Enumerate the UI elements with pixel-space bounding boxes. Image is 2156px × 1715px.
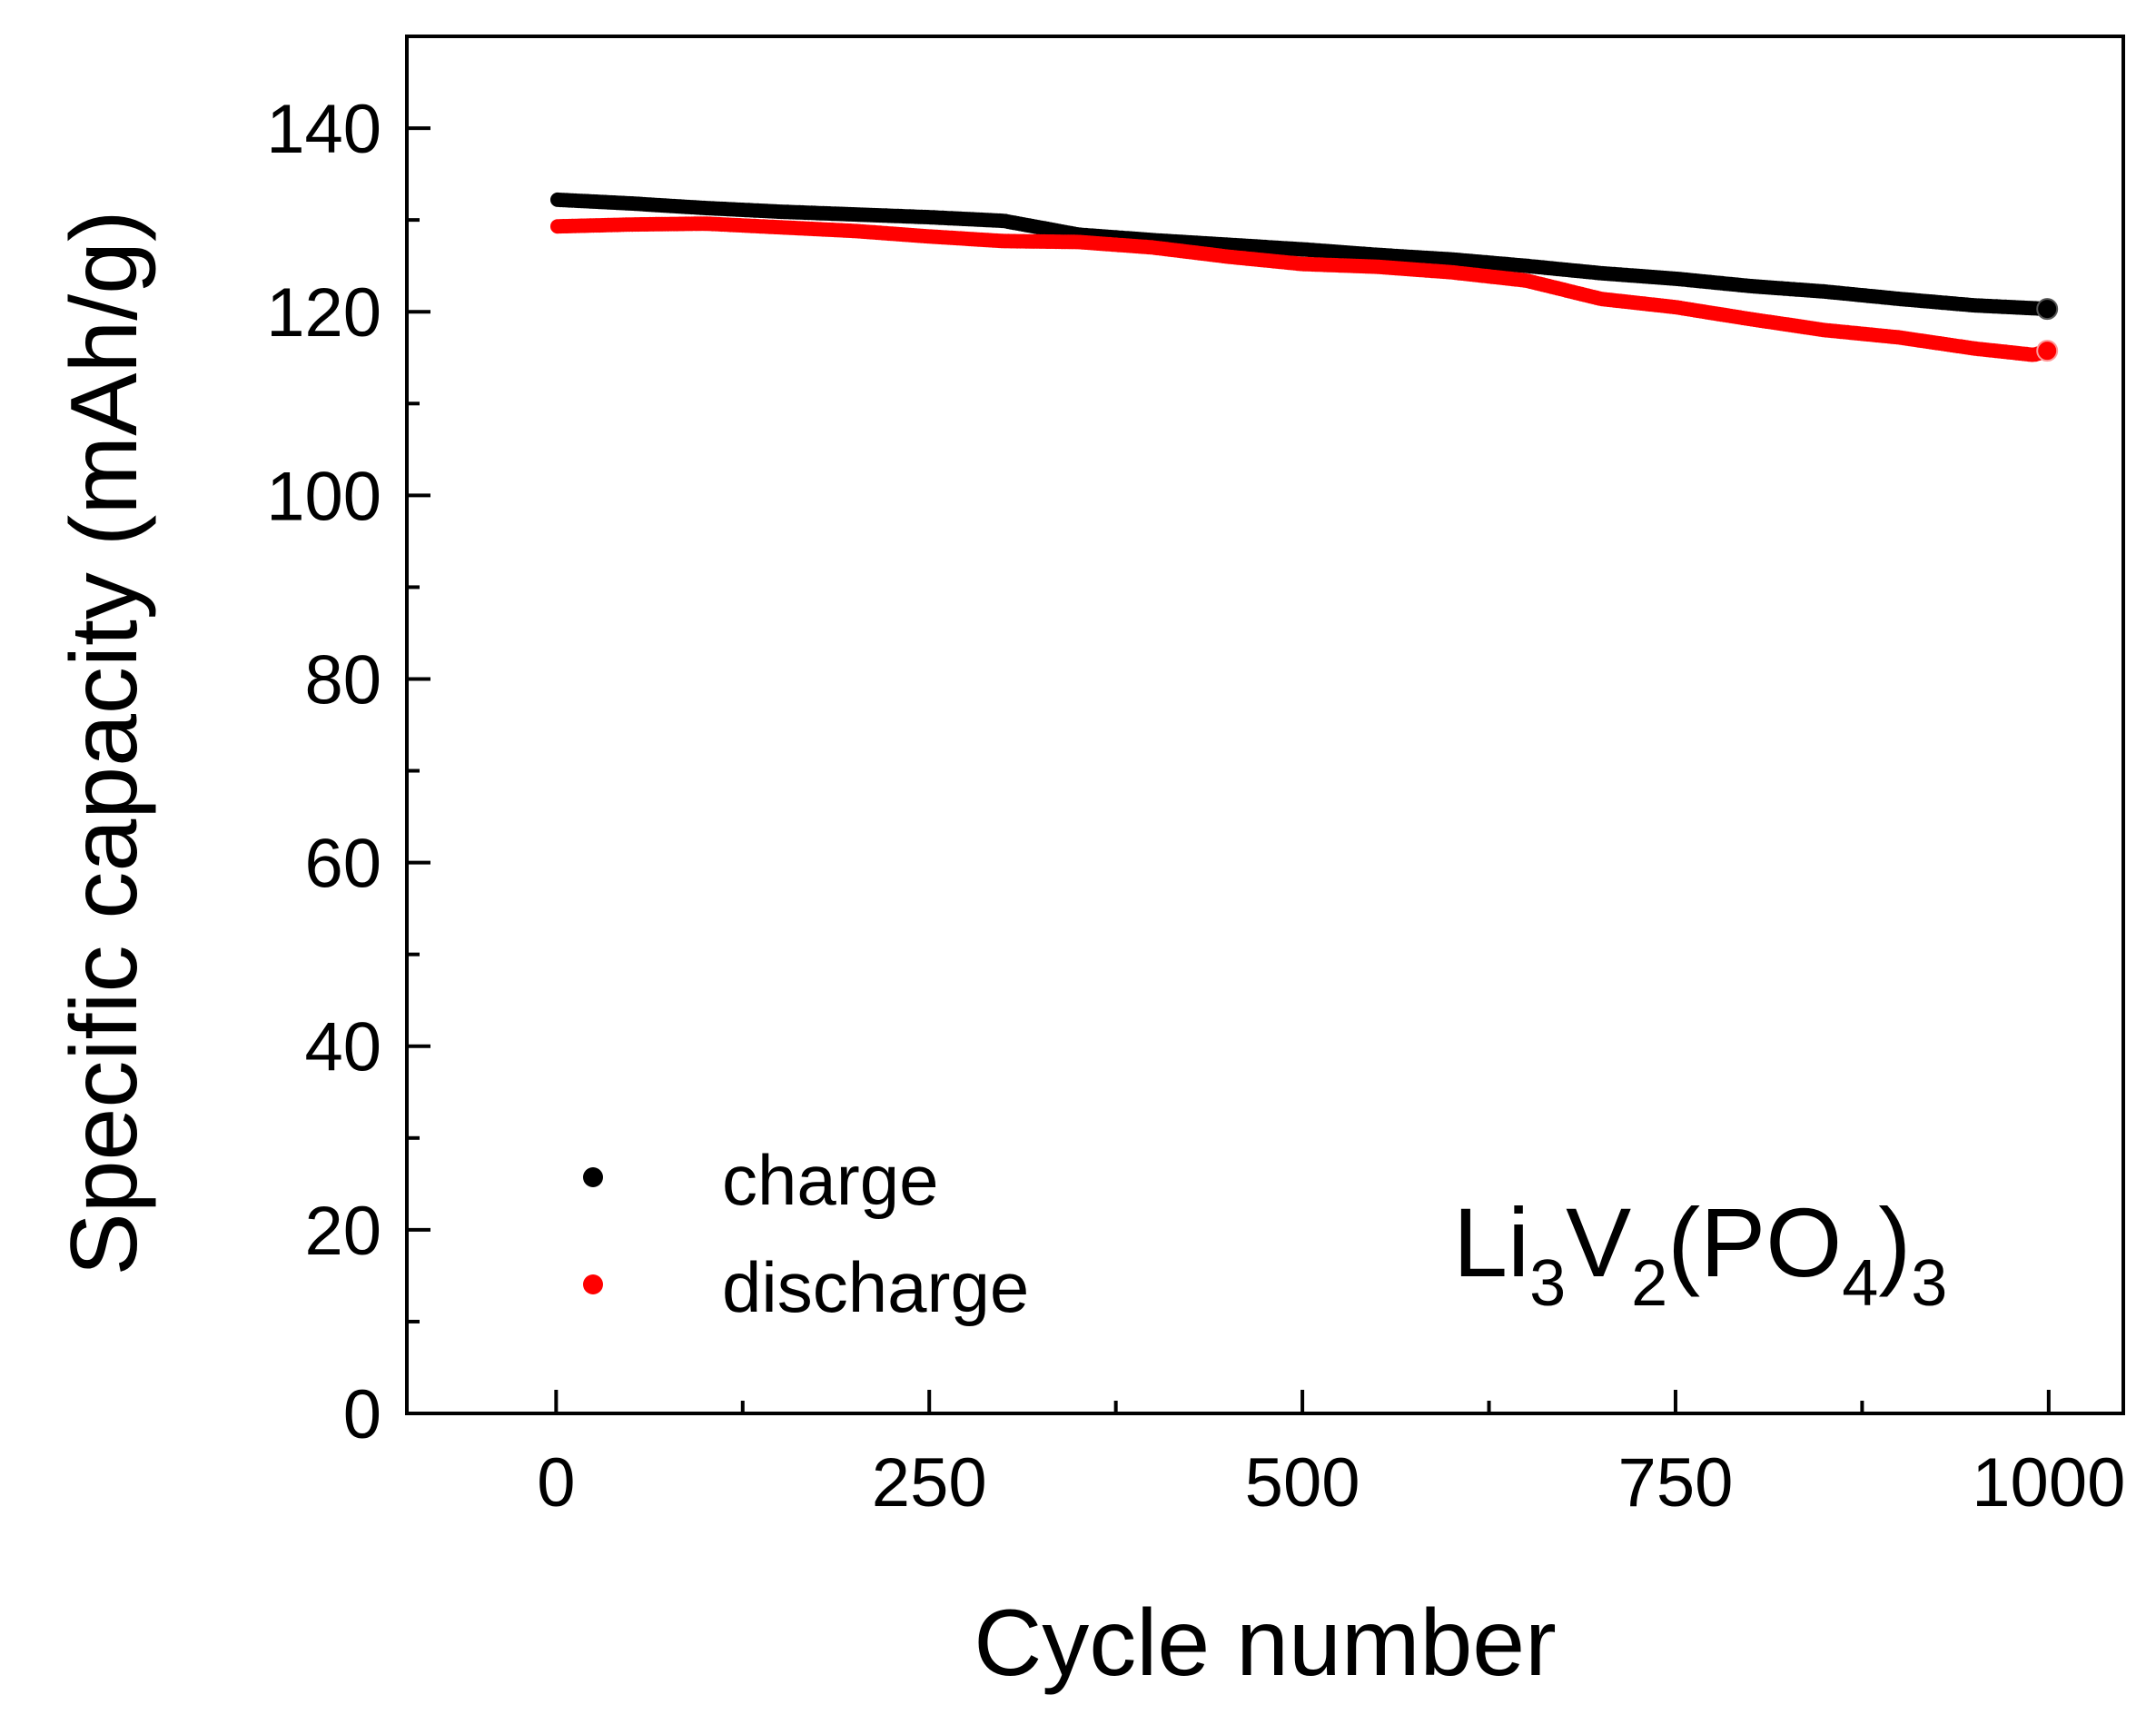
y-tick-label: 100 — [266, 458, 381, 535]
legend-item-discharge: discharge — [583, 1247, 1029, 1327]
y-tick-label: 140 — [266, 91, 381, 168]
y-minor-ticks — [407, 218, 420, 1323]
x-tick-labels: 0 250 500 750 1000 — [537, 1444, 2125, 1522]
data-point — [2036, 298, 2059, 321]
formula-text: ) — [1878, 1187, 1911, 1297]
legend-marker — [583, 1274, 603, 1294]
x-tick-label: 500 — [1245, 1444, 1360, 1522]
x-tick-label: 250 — [872, 1444, 987, 1522]
y-tick-label: 40 — [304, 1009, 381, 1086]
legend-label: charge — [722, 1140, 939, 1220]
formula-subscript: 2 — [1631, 1247, 1667, 1320]
x-tick-label: 0 — [537, 1444, 575, 1522]
legend-label: discharge — [722, 1247, 1029, 1327]
x-tick-label: 750 — [1618, 1444, 1734, 1522]
x-minor-ticks — [740, 1401, 1864, 1413]
y-tick-label: 60 — [304, 826, 381, 903]
formula-subscript: 4 — [1842, 1247, 1878, 1320]
y-tick-label: 80 — [304, 641, 381, 719]
data-point — [2036, 340, 2059, 362]
series-layer — [550, 192, 2059, 362]
y-tick-labels: 0 20 40 60 80 100 120 140 — [266, 91, 381, 1453]
y-tick-label: 0 — [343, 1376, 381, 1453]
formula-text: (PO — [1667, 1187, 1842, 1297]
formula-text: Li — [1453, 1187, 1529, 1297]
formula-text: V — [1566, 1187, 1631, 1297]
plot-frame — [405, 35, 2125, 1415]
series-charge — [550, 192, 2059, 321]
y-axis-title: Specific capacity (mAh/g) — [52, 210, 157, 1275]
formula-subscript: 3 — [1529, 1247, 1566, 1320]
legend: charge discharge — [583, 1140, 1029, 1327]
x-axis-title: Cycle number — [974, 1591, 1557, 1696]
formula-annotation: Li3V2(PO4)3 — [1453, 1187, 1947, 1320]
y-tick-label: 120 — [266, 274, 381, 352]
x-major-ticks — [554, 1390, 2051, 1413]
legend-marker — [583, 1167, 603, 1187]
formula-subscript: 3 — [1911, 1247, 1947, 1320]
legend-item-charge: charge — [583, 1140, 939, 1220]
x-tick-label: 1000 — [1972, 1444, 2125, 1522]
series-discharge — [550, 216, 2059, 362]
y-tick-label: 20 — [304, 1193, 381, 1270]
